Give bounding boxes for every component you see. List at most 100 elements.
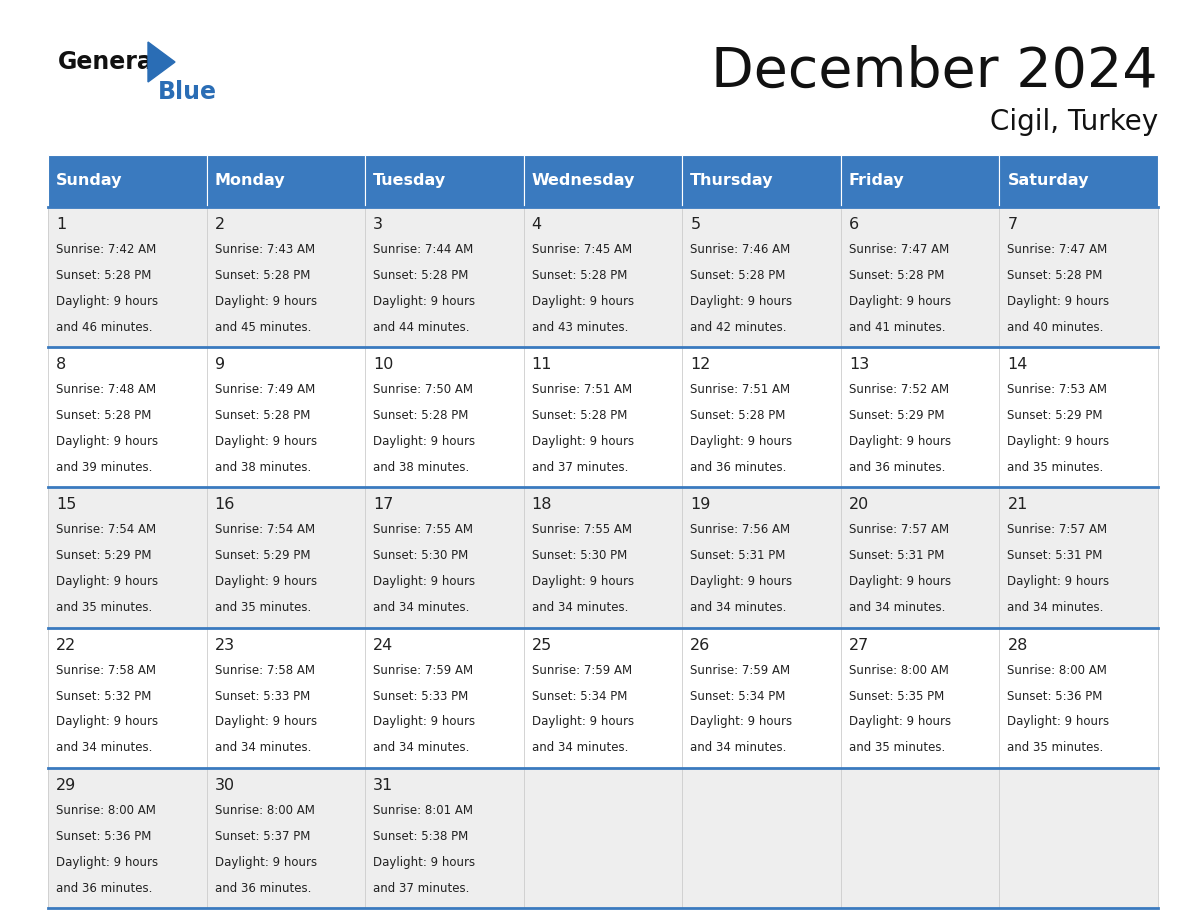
Text: Sunrise: 7:50 AM: Sunrise: 7:50 AM (373, 383, 473, 397)
Text: 7: 7 (1007, 217, 1018, 232)
Text: Daylight: 9 hours: Daylight: 9 hours (56, 576, 158, 588)
Text: Sunset: 5:37 PM: Sunset: 5:37 PM (215, 830, 310, 843)
Text: and 46 minutes.: and 46 minutes. (56, 320, 152, 334)
Text: 8: 8 (56, 357, 67, 372)
Text: Sunset: 5:28 PM: Sunset: 5:28 PM (690, 409, 785, 422)
Text: Daylight: 9 hours: Daylight: 9 hours (532, 715, 634, 729)
Text: General: General (58, 50, 162, 74)
Text: and 38 minutes.: and 38 minutes. (215, 461, 311, 474)
Text: Daylight: 9 hours: Daylight: 9 hours (532, 435, 634, 448)
Text: Sunrise: 7:54 AM: Sunrise: 7:54 AM (56, 523, 156, 536)
Text: Sunset: 5:29 PM: Sunset: 5:29 PM (1007, 409, 1102, 422)
Text: 21: 21 (1007, 498, 1028, 512)
Text: and 34 minutes.: and 34 minutes. (690, 601, 786, 614)
Text: Daylight: 9 hours: Daylight: 9 hours (849, 715, 950, 729)
Text: Sunrise: 7:43 AM: Sunrise: 7:43 AM (215, 243, 315, 256)
Text: and 34 minutes.: and 34 minutes. (373, 742, 469, 755)
Text: Sunset: 5:31 PM: Sunset: 5:31 PM (849, 549, 944, 563)
Text: and 34 minutes.: and 34 minutes. (1007, 601, 1104, 614)
Text: 14: 14 (1007, 357, 1028, 372)
Text: and 34 minutes.: and 34 minutes. (532, 601, 628, 614)
Text: 27: 27 (849, 638, 870, 653)
Text: Daylight: 9 hours: Daylight: 9 hours (1007, 576, 1110, 588)
Text: Sunrise: 8:00 AM: Sunrise: 8:00 AM (215, 804, 315, 817)
Bar (365, 155, 524, 207)
Text: Blue: Blue (158, 80, 217, 104)
Text: and 34 minutes.: and 34 minutes. (373, 601, 469, 614)
Text: Sunset: 5:31 PM: Sunset: 5:31 PM (690, 549, 785, 563)
Text: Daylight: 9 hours: Daylight: 9 hours (56, 715, 158, 729)
Text: 24: 24 (373, 638, 393, 653)
Text: Sunset: 5:28 PM: Sunset: 5:28 PM (690, 269, 785, 282)
Bar (48, 347, 1158, 487)
Text: 17: 17 (373, 498, 393, 512)
Text: Sunday: Sunday (56, 174, 122, 188)
Text: Wednesday: Wednesday (532, 174, 636, 188)
Text: Daylight: 9 hours: Daylight: 9 hours (690, 295, 792, 308)
Text: and 37 minutes.: and 37 minutes. (373, 881, 469, 895)
Bar (48, 767, 1158, 908)
Text: Sunset: 5:28 PM: Sunset: 5:28 PM (532, 409, 627, 422)
Text: Sunrise: 7:55 AM: Sunrise: 7:55 AM (532, 523, 632, 536)
Text: 22: 22 (56, 638, 76, 653)
Text: and 35 minutes.: and 35 minutes. (849, 742, 946, 755)
Text: Daylight: 9 hours: Daylight: 9 hours (373, 435, 475, 448)
Bar (682, 155, 841, 207)
Text: Sunrise: 7:46 AM: Sunrise: 7:46 AM (690, 243, 790, 256)
Text: and 42 minutes.: and 42 minutes. (690, 320, 786, 334)
Text: and 35 minutes.: and 35 minutes. (1007, 461, 1104, 474)
Text: 26: 26 (690, 638, 710, 653)
Bar (524, 155, 682, 207)
Text: Daylight: 9 hours: Daylight: 9 hours (373, 576, 475, 588)
Text: and 44 minutes.: and 44 minutes. (373, 320, 469, 334)
Text: and 37 minutes.: and 37 minutes. (532, 461, 628, 474)
Text: Sunrise: 7:59 AM: Sunrise: 7:59 AM (690, 664, 790, 677)
Text: Sunrise: 7:55 AM: Sunrise: 7:55 AM (373, 523, 473, 536)
Text: Daylight: 9 hours: Daylight: 9 hours (532, 576, 634, 588)
Text: 18: 18 (532, 498, 552, 512)
Bar (48, 628, 1158, 767)
Text: Sunset: 5:29 PM: Sunset: 5:29 PM (56, 549, 152, 563)
Text: 28: 28 (1007, 638, 1028, 653)
Text: Sunrise: 7:53 AM: Sunrise: 7:53 AM (1007, 383, 1107, 397)
Text: Sunset: 5:28 PM: Sunset: 5:28 PM (1007, 269, 1102, 282)
Text: and 39 minutes.: and 39 minutes. (56, 461, 152, 474)
Text: 3: 3 (373, 217, 384, 232)
Text: Sunset: 5:31 PM: Sunset: 5:31 PM (1007, 549, 1102, 563)
Text: Daylight: 9 hours: Daylight: 9 hours (215, 856, 317, 868)
Text: Daylight: 9 hours: Daylight: 9 hours (1007, 435, 1110, 448)
Text: and 34 minutes.: and 34 minutes. (215, 742, 311, 755)
Text: Sunrise: 7:51 AM: Sunrise: 7:51 AM (532, 383, 632, 397)
Text: Daylight: 9 hours: Daylight: 9 hours (1007, 715, 1110, 729)
Bar (841, 155, 999, 207)
Text: Daylight: 9 hours: Daylight: 9 hours (849, 576, 950, 588)
Text: Sunset: 5:29 PM: Sunset: 5:29 PM (215, 549, 310, 563)
Text: 23: 23 (215, 638, 235, 653)
Text: and 36 minutes.: and 36 minutes. (690, 461, 786, 474)
Text: 25: 25 (532, 638, 552, 653)
Text: Sunrise: 7:57 AM: Sunrise: 7:57 AM (849, 523, 949, 536)
Text: and 43 minutes.: and 43 minutes. (532, 320, 628, 334)
Text: 29: 29 (56, 778, 76, 793)
Text: Sunrise: 7:54 AM: Sunrise: 7:54 AM (215, 523, 315, 536)
Text: Sunrise: 7:44 AM: Sunrise: 7:44 AM (373, 243, 473, 256)
Text: Sunset: 5:34 PM: Sunset: 5:34 PM (532, 689, 627, 702)
Text: Sunrise: 8:00 AM: Sunrise: 8:00 AM (849, 664, 949, 677)
Text: 10: 10 (373, 357, 393, 372)
Text: and 34 minutes.: and 34 minutes. (690, 742, 786, 755)
Text: Sunrise: 7:48 AM: Sunrise: 7:48 AM (56, 383, 156, 397)
Text: Sunset: 5:28 PM: Sunset: 5:28 PM (56, 409, 151, 422)
Text: and 35 minutes.: and 35 minutes. (215, 601, 311, 614)
Text: 15: 15 (56, 498, 76, 512)
Text: Sunrise: 7:57 AM: Sunrise: 7:57 AM (1007, 523, 1107, 536)
Text: Friday: Friday (849, 174, 904, 188)
Text: Sunrise: 7:59 AM: Sunrise: 7:59 AM (532, 664, 632, 677)
Text: Sunset: 5:28 PM: Sunset: 5:28 PM (215, 409, 310, 422)
Text: Daylight: 9 hours: Daylight: 9 hours (690, 576, 792, 588)
Text: Daylight: 9 hours: Daylight: 9 hours (373, 715, 475, 729)
Text: and 41 minutes.: and 41 minutes. (849, 320, 946, 334)
Text: and 38 minutes.: and 38 minutes. (373, 461, 469, 474)
Text: Daylight: 9 hours: Daylight: 9 hours (215, 576, 317, 588)
Text: and 36 minutes.: and 36 minutes. (849, 461, 946, 474)
Text: Monday: Monday (215, 174, 285, 188)
